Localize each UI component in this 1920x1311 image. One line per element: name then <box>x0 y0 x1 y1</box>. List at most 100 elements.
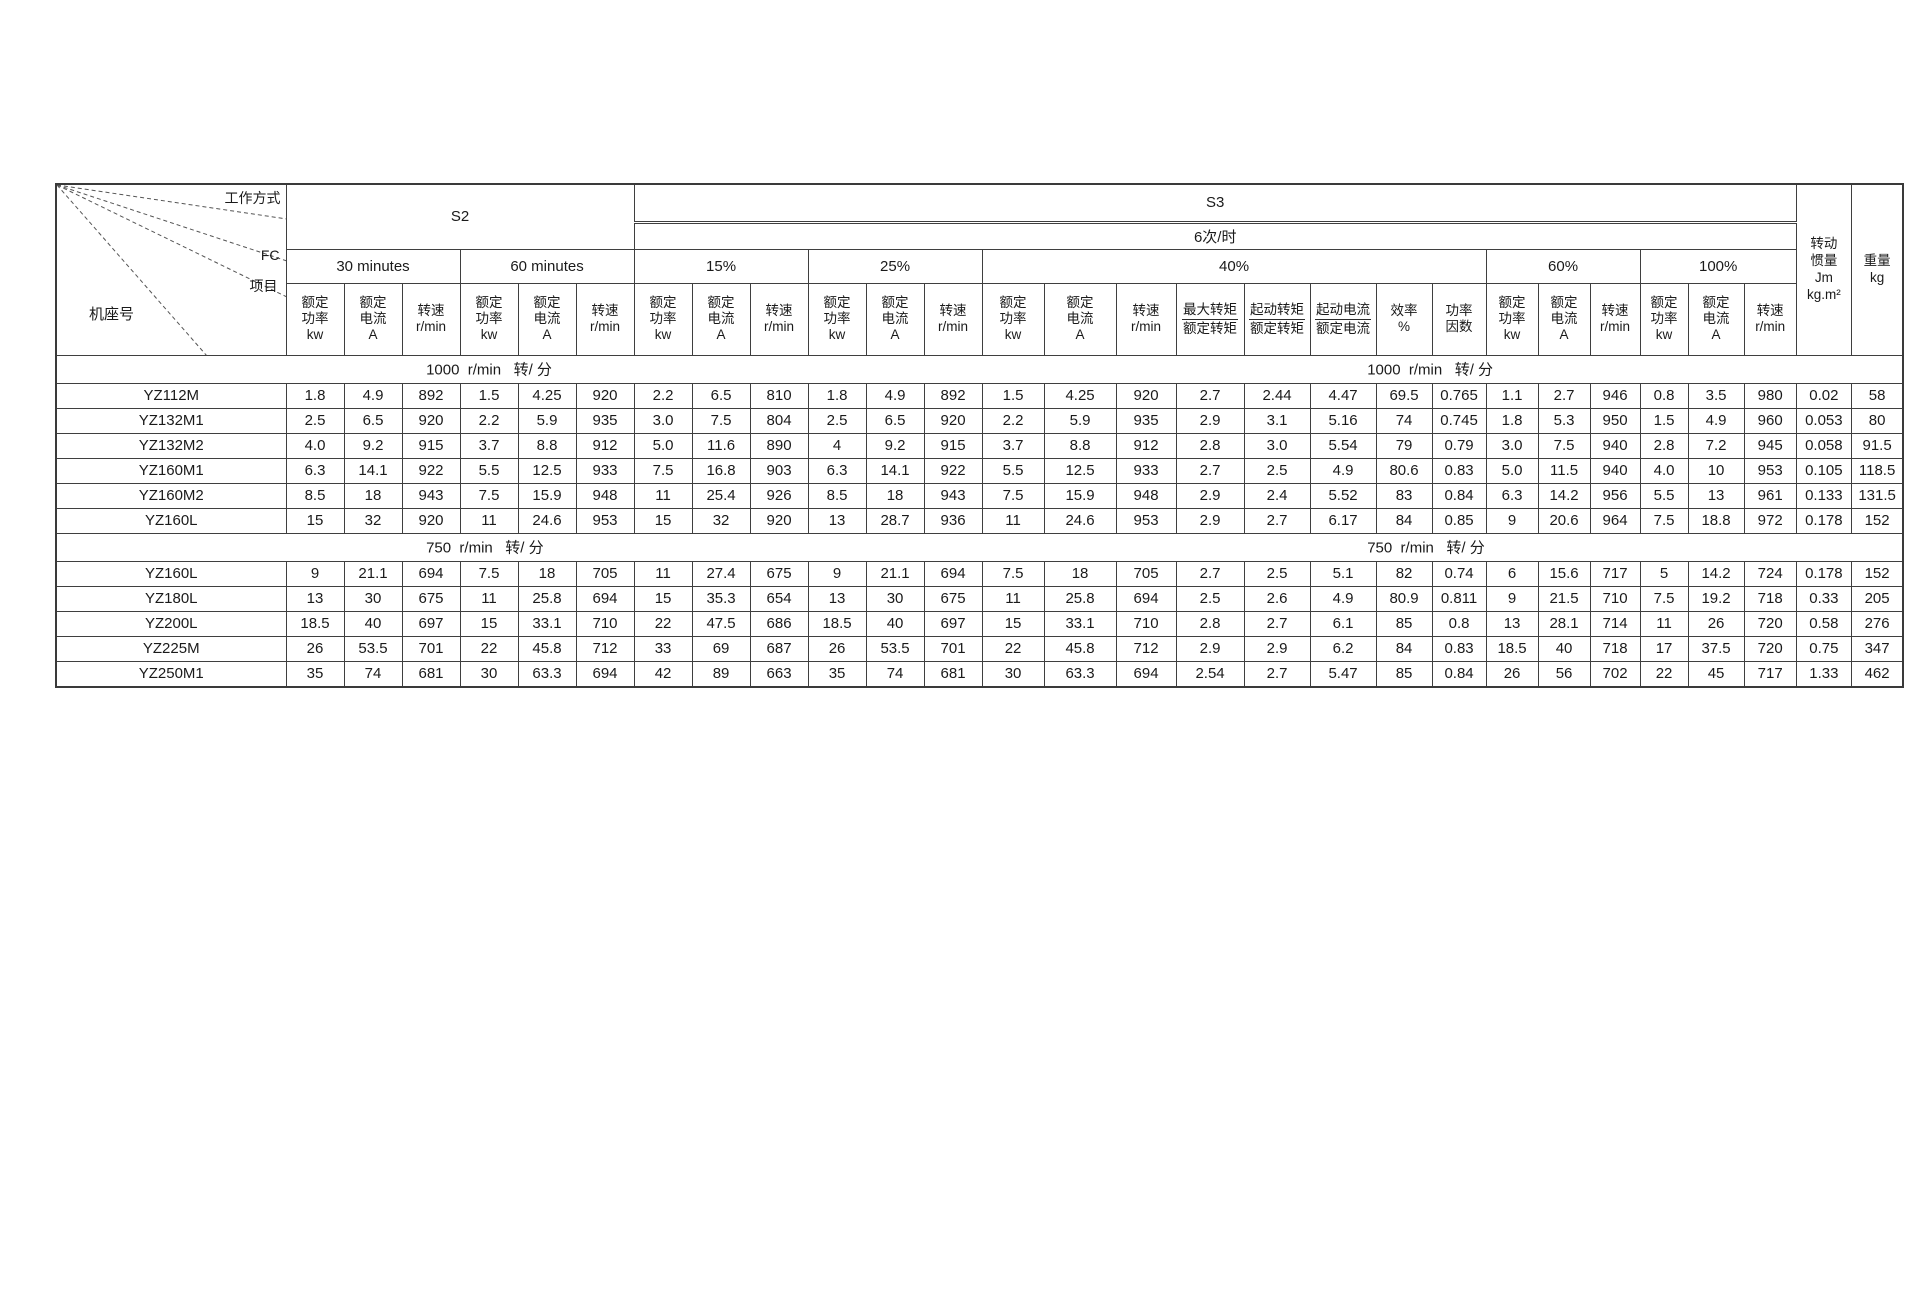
value-cell: 2.6 <box>1243 585 1311 612</box>
model-cell: YZ112M <box>55 382 287 409</box>
group-header-40pct: 40% <box>981 248 1487 284</box>
value-cell: 0.811 <box>1431 585 1487 612</box>
value-cell: 0.053 <box>1795 407 1852 434</box>
value-cell: 935 <box>1115 407 1177 434</box>
value-cell: 118.5 <box>1850 457 1904 484</box>
value-cell: 903 <box>749 457 809 484</box>
section-label-cell: 750 r/min 转/ 分 750 r/min 转/ 分 <box>55 532 1904 562</box>
col-header-rated-power: 额定 功率 kw <box>285 282 345 356</box>
value-cell: 0.8 <box>1431 610 1487 637</box>
value-cell: 681 <box>401 660 461 687</box>
value-cell: 11 <box>1639 610 1689 637</box>
value-cell: 25.8 <box>1043 585 1117 612</box>
value-cell: 11 <box>633 482 693 509</box>
value-cell: 37.5 <box>1687 635 1745 662</box>
value-cell: 9 <box>285 560 345 587</box>
value-cell: 30 <box>865 585 925 612</box>
value-cell: 24.6 <box>1043 507 1117 534</box>
value-cell: 922 <box>923 457 983 484</box>
value-cell: 74 <box>1375 407 1433 434</box>
value-cell: 4.0 <box>1639 457 1689 484</box>
col-header-speed: 转速 r/min <box>401 282 461 356</box>
value-cell: 89 <box>691 660 751 687</box>
value-cell: 79 <box>1375 432 1433 459</box>
value-cell: 32 <box>343 507 403 534</box>
value-cell: 2.9 <box>1175 407 1245 434</box>
value-cell: 2.8 <box>1175 610 1245 637</box>
value-cell: 82 <box>1375 560 1433 587</box>
value-cell: 15 <box>981 610 1045 637</box>
corner-label-item: 项目 <box>249 278 278 294</box>
value-cell: 11 <box>633 560 693 587</box>
value-cell: 347 <box>1850 635 1904 662</box>
value-cell: 2.9 <box>1243 635 1311 662</box>
value-cell: 5.3 <box>1537 407 1591 434</box>
value-cell: 5.9 <box>1043 407 1117 434</box>
value-cell: 945 <box>1743 432 1797 459</box>
value-cell: 18.8 <box>1687 507 1745 534</box>
value-cell: 1.8 <box>807 382 867 409</box>
table-row: YZ160L 9 21.1 694 7.5 18 705 11 27.4 675 9 21.1 694 7… <box>55 560 1904 587</box>
corner-label-fc: FC <box>260 247 280 263</box>
value-cell: 7.5 <box>1639 585 1689 612</box>
value-cell: 2.5 <box>1243 560 1311 587</box>
value-cell: 63.3 <box>517 660 577 687</box>
value-cell: 675 <box>749 560 809 587</box>
value-cell: 11 <box>981 585 1045 612</box>
value-cell: 686 <box>749 610 809 637</box>
value-cell: 2.8 <box>1639 432 1689 459</box>
value-cell: 2.7 <box>1175 560 1245 587</box>
table-row: YZ112M 1.8 4.9 892 1.5 4.25 920 2.2 6.5 810 1.8 4.9… <box>55 382 1904 409</box>
value-cell: 53.5 <box>343 635 403 662</box>
col-header-rated-power: 额定 功率 kw <box>807 282 867 356</box>
value-cell: 4.9 <box>343 382 403 409</box>
value-cell: 694 <box>575 660 635 687</box>
value-cell: 22 <box>459 635 519 662</box>
value-cell: 22 <box>633 610 693 637</box>
value-cell: 9.2 <box>865 432 925 459</box>
value-cell: 0.85 <box>1431 507 1487 534</box>
value-cell: 0.105 <box>1795 457 1852 484</box>
value-cell: 6.3 <box>285 457 345 484</box>
value-cell: 980 <box>1743 382 1797 409</box>
value-cell: 714 <box>1589 610 1641 637</box>
value-cell: 35.3 <box>691 585 751 612</box>
value-cell: 84 <box>1375 635 1433 662</box>
value-cell: 56 <box>1537 660 1591 687</box>
value-cell: 0.58 <box>1795 610 1852 637</box>
value-cell: 3.7 <box>459 432 519 459</box>
corner-label-work-mode: 工作方式 <box>224 190 281 206</box>
value-cell: 2.5 <box>1175 585 1245 612</box>
value-cell: 912 <box>1115 432 1177 459</box>
value-cell: 712 <box>1115 635 1177 662</box>
value-cell: 6.5 <box>343 407 403 434</box>
value-cell: 724 <box>1743 560 1797 587</box>
value-cell: 4.9 <box>1687 407 1745 434</box>
value-cell: 35 <box>807 660 867 687</box>
value-cell: 1.5 <box>1639 407 1689 434</box>
value-cell: 2.9 <box>1175 635 1245 662</box>
value-cell: 131.5 <box>1850 482 1904 509</box>
section-label: 1000 r/min 转/ 分 <box>1367 361 1494 379</box>
value-cell: 33.1 <box>517 610 577 637</box>
value-cell: 27.4 <box>691 560 751 587</box>
value-cell: 0.83 <box>1431 457 1487 484</box>
value-cell: 10 <box>1687 457 1745 484</box>
col-header-efficiency: 效率% <box>1375 282 1433 356</box>
value-cell: 717 <box>1589 560 1641 587</box>
value-cell: 5.52 <box>1309 482 1377 509</box>
value-cell: 9 <box>1485 507 1539 534</box>
value-cell: 953 <box>1115 507 1177 534</box>
value-cell: 694 <box>1115 585 1177 612</box>
value-cell: 0.178 <box>1795 560 1852 587</box>
col-header-power-factor: 功率 因数 <box>1431 282 1487 356</box>
value-cell: 2.5 <box>1243 457 1311 484</box>
value-cell: 681 <box>923 660 983 687</box>
value-cell: 35 <box>285 660 345 687</box>
corner-label-frame-no: 机座号 <box>89 306 135 323</box>
value-cell: 80 <box>1850 407 1904 434</box>
value-cell: 701 <box>401 635 461 662</box>
value-cell: 6.2 <box>1309 635 1377 662</box>
value-cell: 33 <box>633 635 693 662</box>
model-cell: YZ250M1 <box>55 660 287 687</box>
